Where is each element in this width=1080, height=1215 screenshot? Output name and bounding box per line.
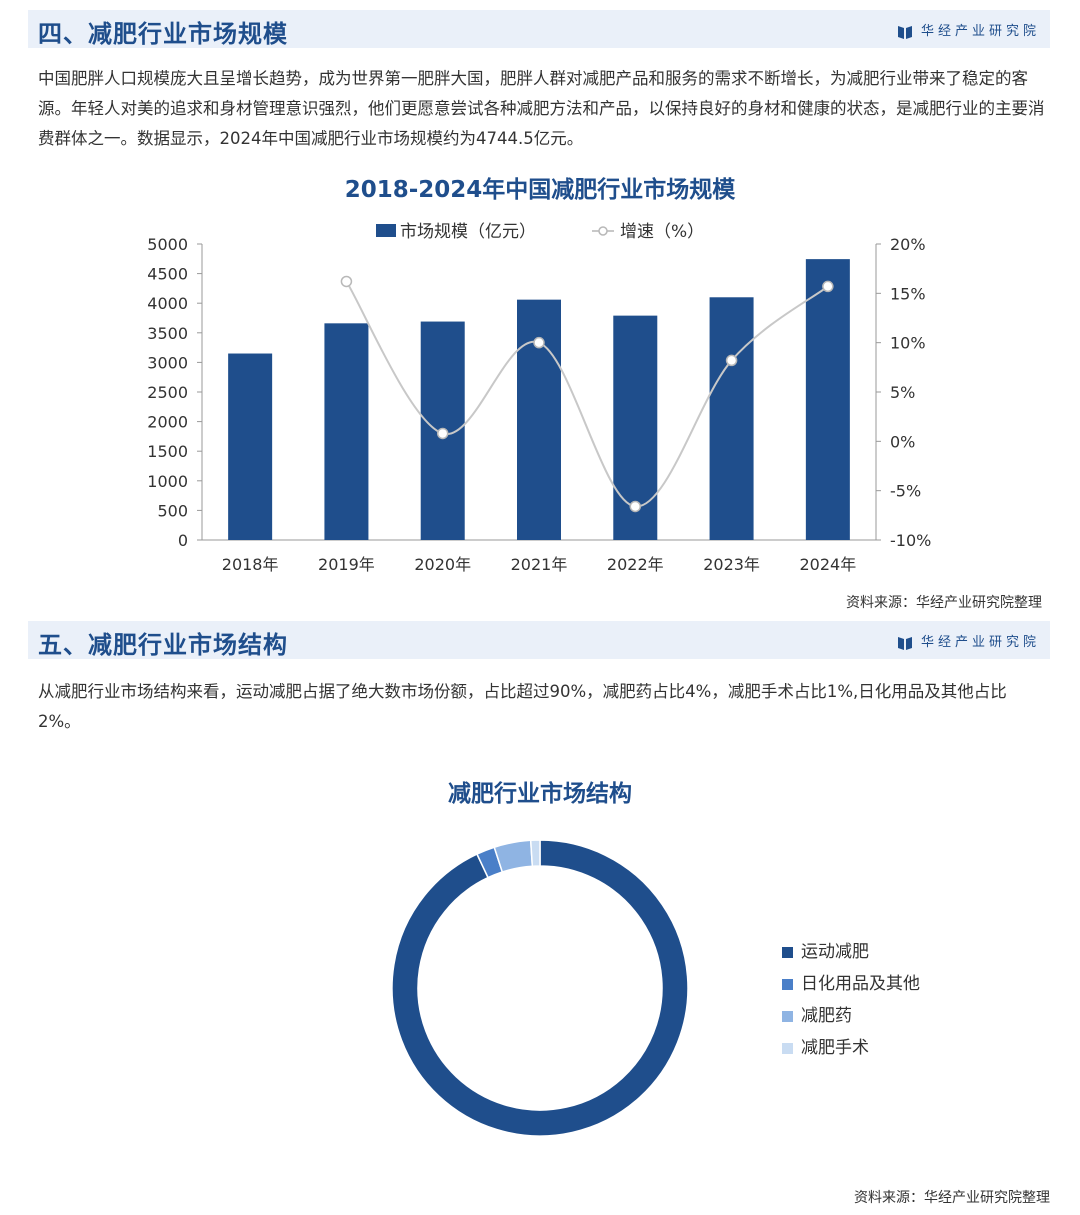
left-tick-label: 3000	[147, 353, 188, 372]
legend-bar-label: 市场规模（亿元）	[400, 222, 536, 242]
section5-paragraph: 从减肥行业市场结构来看，运动减肥占据了绝大数市场份额，占比超过90%，减肥药占比…	[38, 682, 1007, 731]
x-tick-label: 2018年	[222, 555, 279, 574]
donut-legend-item: 减肥药	[782, 1001, 852, 1026]
growth-point	[340, 275, 353, 288]
x-tick-label: 2019年	[318, 555, 375, 574]
x-tick-label: 2024年	[799, 555, 856, 574]
left-tick-label: 1000	[147, 472, 188, 491]
donut-legend-label: 运动减肥	[801, 942, 869, 962]
donut-legend-swatch	[782, 1042, 793, 1054]
section4-title: 四、减肥行业市场规模	[38, 20, 288, 48]
growth-point	[822, 280, 834, 293]
x-tick-label: 2020年	[414, 555, 471, 574]
bar-2024年	[805, 259, 850, 540]
growth-point	[725, 354, 738, 367]
brand-name: 华经产业研究院	[920, 635, 1040, 650]
left-tick-label: 2500	[147, 383, 188, 402]
left-tick-label: 0	[178, 531, 188, 550]
market-structure-donut	[391, 839, 689, 1137]
donut-legend-label: 减肥手术	[801, 1038, 869, 1058]
right-tick-label: 15%	[890, 284, 926, 303]
donut-chart-title: 减肥行业市场结构	[448, 781, 632, 807]
section5-header: 五、减肥行业市场结构 华经产业研究院	[28, 621, 1050, 659]
right-tick-label: 20%	[890, 235, 926, 254]
bar-2023年	[709, 297, 754, 540]
donut-slice-减肥手术	[529, 839, 541, 868]
section5-brand: 华经产业研究院	[897, 631, 1040, 651]
section4-source: 资料来源：华经产业研究院整理	[846, 595, 1042, 611]
bar-2021年	[517, 299, 561, 540]
donut-slice-运动减肥	[391, 839, 689, 1137]
section5-source: 资料来源：华经产业研究院整理	[854, 1190, 1050, 1206]
bar-2019年	[324, 323, 369, 540]
left-tick-label: 1500	[147, 442, 188, 461]
donut-legend-label: 减肥药	[801, 1006, 852, 1026]
growth-point	[436, 427, 449, 440]
donut-legend-label: 日化用品及其他	[801, 974, 920, 994]
left-tick-label: 3500	[147, 324, 188, 343]
right-tick-label: -10%	[890, 531, 931, 550]
bar-2018年	[228, 353, 273, 540]
donut-legend-item: 减肥手术	[782, 1033, 869, 1058]
right-tick-label: 5%	[890, 383, 915, 402]
growth-line	[345, 280, 829, 508]
right-tick-label: 10%	[890, 334, 926, 353]
x-tick-label: 2021年	[511, 555, 568, 574]
donut-slice-减肥药	[493, 839, 534, 873]
section4-paragraph: 中国肥胖人口规模庞大且呈增长趋势，成为世界第一肥胖大国，肥胖人群对减肥产品和服务…	[38, 69, 1045, 148]
left-tick-label: 2000	[147, 413, 188, 432]
section5-title: 五、减肥行业市场结构	[38, 631, 288, 659]
legend-line-marker	[598, 226, 608, 236]
growth-point	[533, 336, 545, 349]
x-tick-label: 2022年	[607, 555, 664, 574]
left-tick-label: 4000	[147, 294, 188, 313]
donut-legend-swatch	[782, 946, 793, 958]
legend-bar-swatch	[376, 224, 396, 237]
left-tick-label: 5000	[147, 235, 188, 254]
donut-legend-item: 日化用品及其他	[782, 969, 920, 994]
brand-logo-icon	[897, 636, 912, 650]
donut-legend-swatch	[782, 978, 793, 990]
section4-brand: 华经产业研究院	[897, 20, 1040, 40]
donut-legend-item: 运动减肥	[782, 937, 869, 962]
section4-header: 四、减肥行业市场规模 华经产业研究院	[28, 10, 1050, 48]
bar-chart-title: 2018-2024年中国减肥行业市场规模	[344, 177, 736, 203]
brand-logo-icon	[897, 25, 912, 39]
donut-legend-swatch	[782, 1010, 793, 1022]
right-tick-label: 0%	[890, 432, 915, 451]
right-tick-label: -5%	[890, 482, 921, 501]
x-tick-label: 2023年	[703, 555, 760, 574]
market-size-chart: 0 500 1000 1500 2000 2500 3000 3500 4000 4500 5000…	[147, 222, 931, 574]
brand-name: 华经产业研究院	[920, 24, 1040, 39]
legend-line-label: 增速（%）	[620, 222, 704, 242]
left-tick-label: 500	[157, 501, 188, 520]
growth-point	[629, 500, 642, 513]
left-tick-label: 4500	[147, 265, 188, 284]
